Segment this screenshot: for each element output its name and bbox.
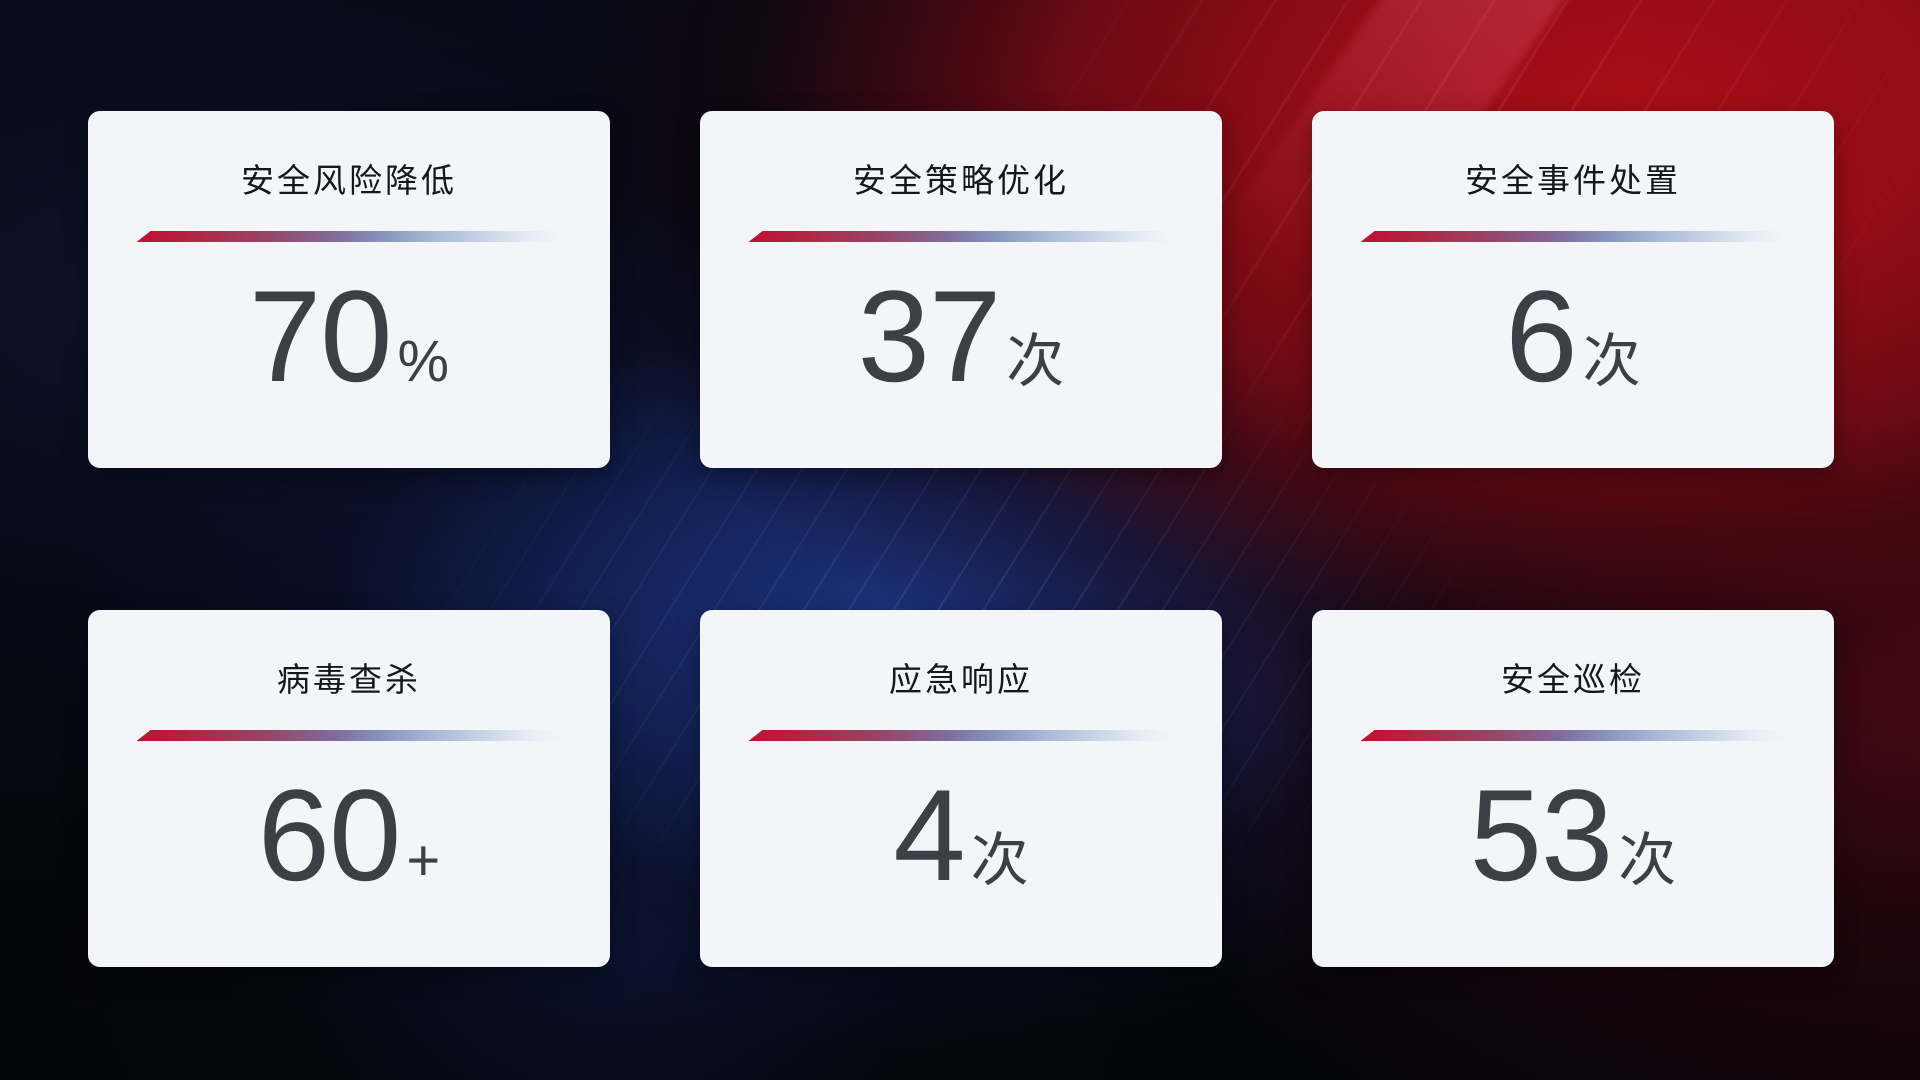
value-unit: % xyxy=(397,329,450,394)
stat-card-risk-reduction: 安全风险降低 70 % xyxy=(88,111,610,468)
gradient-divider xyxy=(748,730,1174,741)
card-value: 70 % xyxy=(249,268,449,405)
card-title: 安全策略优化 xyxy=(853,162,1069,199)
value-number: 37 xyxy=(857,263,1002,409)
gradient-divider xyxy=(1360,231,1786,242)
value-number: 60 xyxy=(257,762,402,908)
value-unit: 次 xyxy=(970,828,1029,893)
stat-card-incident-handling: 安全事件处置 6 次 xyxy=(1312,111,1834,468)
stat-card-security-inspection: 安全巡检 53 次 xyxy=(1312,610,1834,967)
value-unit: 次 xyxy=(1006,329,1065,394)
gradient-divider xyxy=(1360,730,1786,741)
stat-card-policy-optimization: 安全策略优化 37 次 xyxy=(700,111,1222,468)
value-unit: 次 xyxy=(1618,828,1677,893)
gradient-divider xyxy=(136,730,562,741)
stat-card-emergency-response: 应急响应 4 次 xyxy=(700,610,1222,967)
card-value: 60 + xyxy=(258,767,440,904)
value-number: 6 xyxy=(1505,263,1577,409)
gradient-divider xyxy=(748,231,1174,242)
value-unit: + xyxy=(406,828,441,893)
card-title: 安全风险降低 xyxy=(241,162,457,199)
gradient-divider xyxy=(136,231,562,242)
card-title: 安全事件处置 xyxy=(1465,162,1681,199)
value-unit: 次 xyxy=(1582,329,1641,394)
value-number: 53 xyxy=(1469,762,1614,908)
card-title: 安全巡检 xyxy=(1501,661,1645,698)
card-value: 4 次 xyxy=(893,767,1028,904)
card-title: 应急响应 xyxy=(889,661,1033,698)
stat-card-virus-scan: 病毒查杀 60 + xyxy=(88,610,610,967)
stat-card-grid: 安全风险降低 70 % 安全策略优化 37 次 安全事件处置 6 次 病毒查 xyxy=(88,111,1834,967)
value-number: 4 xyxy=(893,762,965,908)
card-value: 53 次 xyxy=(1470,767,1677,904)
card-value: 6 次 xyxy=(1505,268,1640,405)
value-number: 70 xyxy=(248,263,393,409)
card-value: 37 次 xyxy=(858,268,1065,405)
card-title: 病毒查杀 xyxy=(277,661,421,698)
